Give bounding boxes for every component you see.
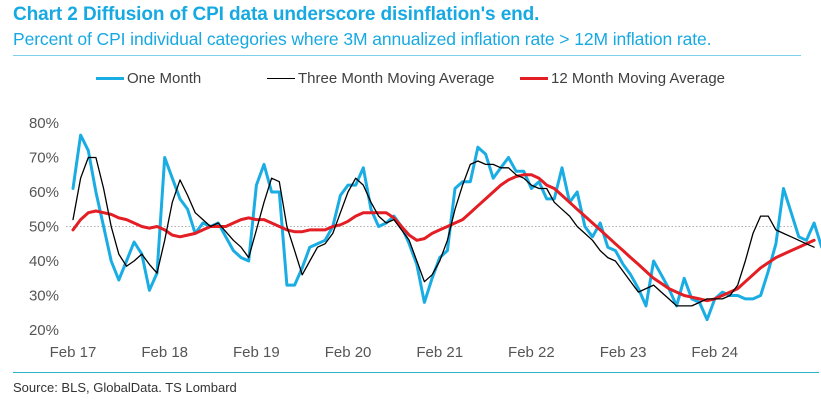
series-group — [71, 133, 821, 322]
title-divider — [13, 55, 801, 56]
x-tick-label: Feb 21 — [416, 344, 463, 361]
legend-item-one-month: One Month — [96, 70, 201, 87]
x-tick-label: Feb 17 — [50, 344, 97, 361]
x-axis: Feb 17 Feb 18 Feb 19 Feb 20 Feb 21 Feb 22 Feb … — [50, 344, 738, 361]
chart-subtitle: Percent of CPI individual categories whe… — [13, 29, 712, 49]
x-tick-label: Feb 19 — [233, 344, 280, 361]
legend-item-three-month: Three Month Moving Average — [267, 70, 495, 87]
legend-swatch-one-month — [96, 77, 124, 80]
y-tick-label: 30% — [29, 288, 59, 305]
legend-swatch-twelve-month — [520, 77, 548, 80]
x-tick-label: Feb 20 — [325, 344, 372, 361]
legend-label-one-month: One Month — [127, 70, 202, 87]
legend-label-three-month: Three Month Moving Average — [298, 70, 495, 87]
x-tick-label: Feb 23 — [600, 344, 647, 361]
y-tick-label: 70% — [29, 150, 59, 167]
legend-swatch-three-month — [267, 77, 295, 80]
y-tick-label: 20% — [29, 322, 59, 339]
legend: One Month Three Month Moving Average 12 … — [0, 70, 821, 92]
x-tick-label: Feb 22 — [508, 344, 555, 361]
chart-title: Chart 2 Diffusion of CPI data underscore… — [13, 4, 540, 25]
y-tick-label: 80% — [29, 115, 59, 132]
series-line-three-month — [72, 156, 815, 307]
x-tick-label: Feb 24 — [691, 344, 738, 361]
legend-label-twelve-month: 12 Month Moving Average — [551, 70, 726, 87]
x-tick-label: Feb 18 — [141, 344, 188, 361]
series-line-twelve-month — [71, 173, 816, 303]
y-tick-label: 50% — [29, 219, 59, 236]
chart-plot: 20% 30% 40% 50% 60% 70% 80% Feb 17 Feb 18 Feb 19… — [29, 115, 821, 361]
y-tick-label: 60% — [29, 184, 59, 201]
y-axis: 20% 30% 40% 50% 60% 70% 80% — [29, 115, 59, 339]
y-tick-label: 40% — [29, 253, 59, 270]
footer-divider — [13, 372, 819, 373]
legend-item-twelve-month: 12 Month Moving Average — [520, 70, 725, 87]
source-note: Source: BLS, GlobalData. TS Lombard — [13, 380, 237, 395]
